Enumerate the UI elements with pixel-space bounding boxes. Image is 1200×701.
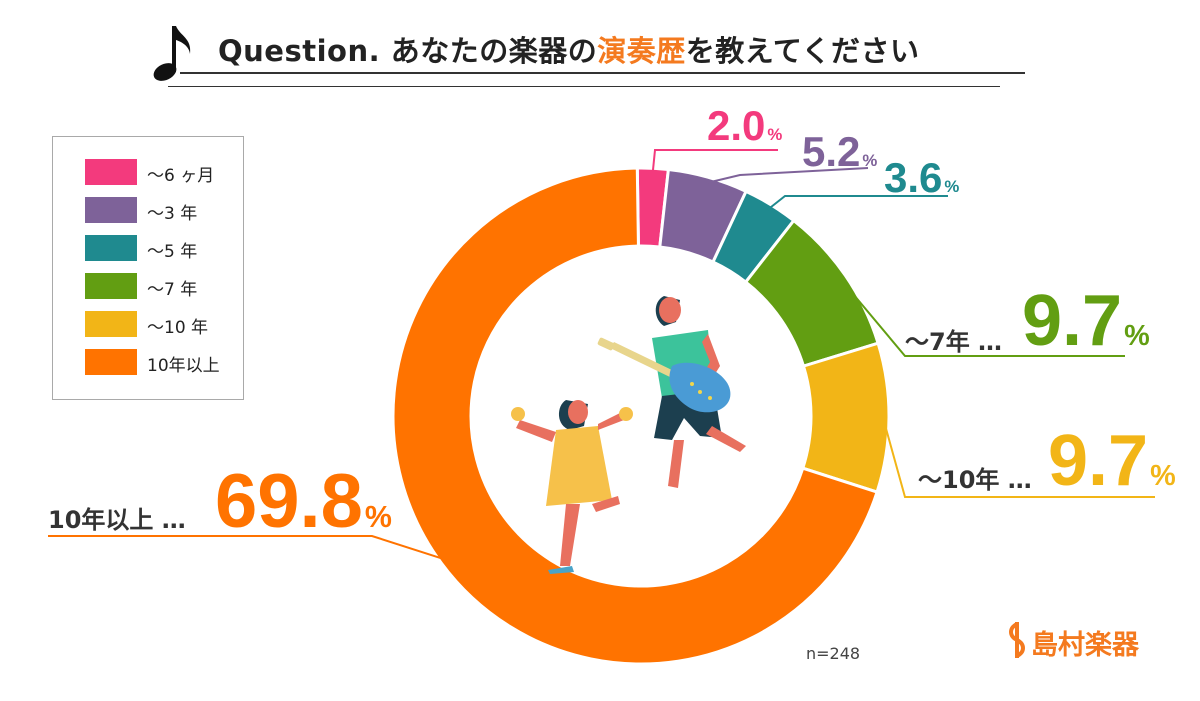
brand-logo: 島村楽器: [1005, 622, 1139, 661]
leader-line-6-months: [651, 149, 778, 175]
value-label-5-years: 3.6%: [884, 154, 960, 201]
legend-swatch: [85, 273, 137, 299]
title-highlight: 演奏歴: [597, 34, 686, 68]
legend-swatch: [85, 311, 137, 337]
legend-label: ～5 年: [147, 242, 198, 262]
brand-symbol-icon: [1009, 622, 1025, 658]
value-label-6-months: 2.0%: [707, 102, 783, 149]
title-text-before: あなたの楽器の: [390, 34, 598, 68]
category-label-over-10-years: 10年以上 …: [48, 506, 186, 534]
title-prefix: Question.: [218, 34, 381, 68]
leader-line-10-years: [882, 417, 1155, 498]
guitarist-figure: [597, 296, 746, 488]
title-text-after: を教えてください: [685, 34, 920, 68]
value-label-over-10-years: 69.8%: [215, 459, 392, 544]
legend-swatch: [85, 235, 137, 261]
sample-size-label: n=248: [806, 644, 861, 663]
legend-label: ～6 ヶ月: [147, 166, 215, 186]
slice-over-10-years: [391, 166, 879, 666]
title-underline: [180, 72, 1025, 74]
leader-lines: [48, 149, 1155, 561]
legend-swatch: [85, 159, 137, 185]
legend-label: ～7 年: [147, 280, 198, 300]
slice-10-years: [800, 341, 891, 494]
legend-swatch: [85, 197, 137, 223]
chart-legend: ～6 ヶ月 ～3 年 ～5 年 ～7 年 ～10 年 10年以上: [52, 136, 244, 400]
music-note-icon: [153, 26, 191, 81]
legend-label: ～3 年: [147, 204, 198, 224]
legend-label: ～10 年: [147, 318, 209, 338]
leader-line-3-years: [706, 167, 869, 185]
legend-swatch: [85, 349, 137, 375]
leader-line-7-years: [839, 278, 1125, 357]
legend-label: 10年以上: [147, 356, 220, 376]
donut-slices: [391, 166, 891, 666]
title-underline-secondary: [168, 86, 1000, 87]
value-label-7-years: 9.7%: [1022, 281, 1150, 361]
chart-title: Question. あなたの楽器の演奏歴を教えてください: [150, 22, 1030, 92]
value-label-3-years: 5.2%: [802, 128, 878, 175]
category-label-10-years: ～10年 …: [918, 466, 1032, 494]
musicians-illustration: [511, 296, 746, 574]
category-label-7-years: ～7年 …: [905, 328, 1003, 356]
brand-name: 島村楽器: [1031, 630, 1139, 661]
value-label-10-years: 9.7%: [1048, 421, 1176, 501]
dancer-figure: [511, 400, 633, 574]
leader-line-over-10-years: [48, 535, 447, 561]
leader-line-5-years: [766, 195, 948, 211]
